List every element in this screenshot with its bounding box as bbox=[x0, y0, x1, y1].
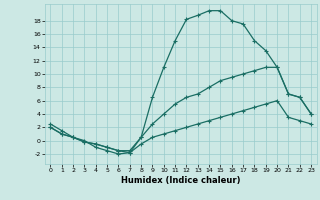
X-axis label: Humidex (Indice chaleur): Humidex (Indice chaleur) bbox=[121, 176, 241, 185]
